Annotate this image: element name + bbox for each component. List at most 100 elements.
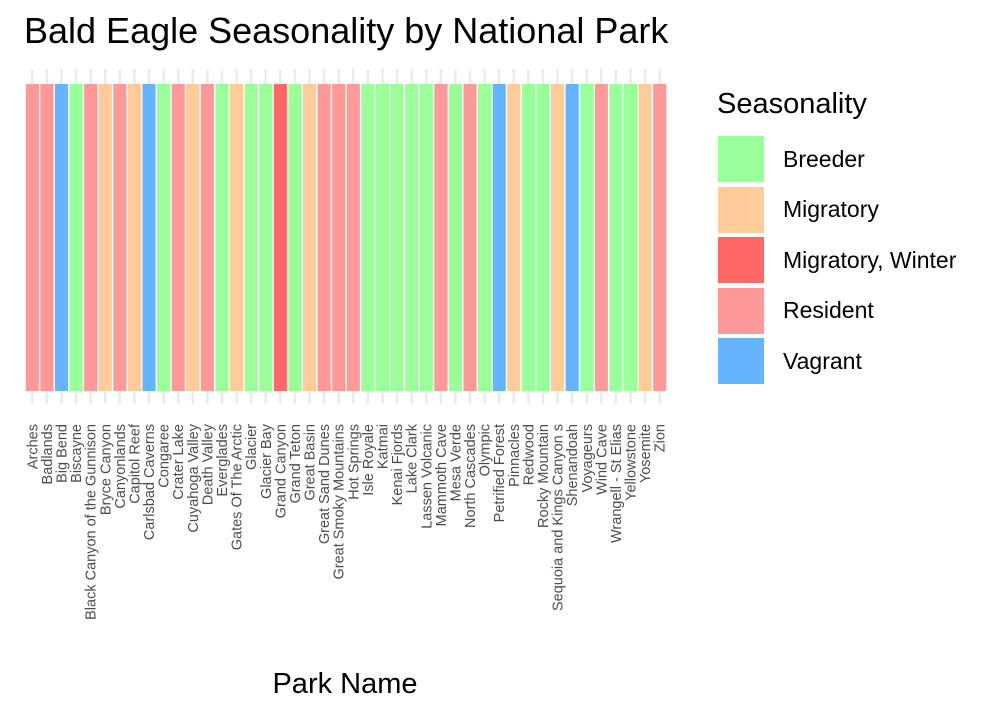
bar-cuyahoga-valley xyxy=(186,84,200,391)
bar-hot-springs xyxy=(346,84,360,391)
legend-label: Resident xyxy=(783,297,874,324)
x-tick-label: Death Valley xyxy=(200,423,216,505)
x-tick-label: Arches xyxy=(25,424,41,469)
x-axis-title: Park Name xyxy=(272,668,418,700)
x-tick-label: Lake Clark xyxy=(405,423,421,493)
bar-olympic xyxy=(478,84,492,391)
x-tick-label: Voyageurs xyxy=(580,424,596,493)
bar-shenandoah xyxy=(565,84,579,391)
legend-item: Resident xyxy=(717,286,956,337)
x-tick-label: Bryce Canyon xyxy=(98,424,114,515)
bar-bryce-canyon xyxy=(98,84,112,391)
x-tick-label: Kenai Fjords xyxy=(390,424,406,505)
legend-swatch xyxy=(717,135,765,184)
x-tick-label: Biscayne xyxy=(69,424,85,483)
x-tick-label: Crater Lake xyxy=(171,424,187,500)
x-tick-label: Great Sand Dunes xyxy=(317,424,333,544)
bar-carlsbad-caverns xyxy=(142,84,156,391)
legend: Seasonality Breeder Migratory Migratory, W… xyxy=(717,86,956,387)
x-tick-label: Redwood xyxy=(521,424,537,485)
bar-mesa-verde xyxy=(448,84,462,391)
x-tick-label: Carlsbad Caverns xyxy=(142,424,158,540)
bar-zion xyxy=(653,84,667,391)
bar-glacier-bay xyxy=(259,84,273,391)
x-tick-label: Canyonlands xyxy=(113,424,129,509)
x-tick-label: Glacier xyxy=(244,424,260,470)
x-tick-label: Everglades xyxy=(215,424,231,497)
bar-glacier xyxy=(244,84,258,391)
bar-great-smoky-mountains xyxy=(332,84,346,391)
x-tick-label: Mesa Verde xyxy=(448,424,464,501)
bar-crater-lake xyxy=(171,84,185,391)
legend-title: Seasonality xyxy=(717,88,867,120)
legend-label: Migratory xyxy=(783,196,879,223)
legend-item: Migratory xyxy=(717,185,956,236)
bar-lassen-volcanic xyxy=(419,84,433,391)
x-tick-label: Yosemite xyxy=(638,424,654,483)
x-tick-label: Pinnacles xyxy=(507,424,523,487)
x-tick-label: Badlands xyxy=(40,424,56,484)
x-tick-label: North Cascades xyxy=(463,424,479,528)
x-tick-label: Sequoia and Kings Canyon s xyxy=(551,424,567,611)
bar-rocky-mountain xyxy=(536,84,550,391)
x-tick-label: Lassen Volcanic xyxy=(419,424,435,529)
bar-arches xyxy=(25,84,39,391)
x-tick-label: Cuyahoga Valley xyxy=(186,423,202,532)
legend-label: Migratory, Winter xyxy=(783,246,957,273)
legend-item: Vagrant xyxy=(717,336,956,387)
bar-black-canyon-of-the-gunnison xyxy=(84,84,98,391)
x-tick-label: Isle Royale xyxy=(361,424,377,496)
x-tick-label: Black Canyon of the Gunnison xyxy=(84,424,100,620)
legend-swatch xyxy=(717,185,765,234)
bar-voyageurs xyxy=(580,84,594,391)
x-tick-label: Katmai xyxy=(375,424,391,469)
x-tick-label: Mammoth Cave xyxy=(434,424,450,526)
legend-item: Breeder xyxy=(717,134,956,185)
bar-great-basin xyxy=(302,84,317,391)
x-tick-label: Grand Teton xyxy=(288,424,304,504)
legend-label: Breeder xyxy=(783,145,865,172)
x-tick-label: Great Basin xyxy=(303,424,319,501)
bar-canyonlands xyxy=(113,84,127,391)
x-tick-label: Yellowstone xyxy=(624,424,640,501)
x-tick-label: Glacier Bay xyxy=(259,423,275,499)
bar-kenai-fjords xyxy=(390,84,404,391)
x-tick-label: Grand Canyon xyxy=(273,424,289,518)
x-tick-label: Shenandoah xyxy=(565,424,581,506)
bar-yellowstone xyxy=(623,84,638,391)
bar-capitol-reef xyxy=(127,84,141,391)
bar-gates-of-the-arctic xyxy=(230,84,244,391)
bar-wind-cave xyxy=(594,84,608,391)
x-tick-label: Rocky Mountain xyxy=(536,424,552,528)
bar-sequoia-and-kings-canyon-s xyxy=(551,84,565,391)
bar-katmai xyxy=(375,84,390,391)
x-tick-label: Wrangell - St Elias xyxy=(609,424,625,543)
bar-yosemite xyxy=(638,84,652,391)
bar-redwood xyxy=(521,84,535,391)
bar-badlands xyxy=(40,84,54,391)
x-tick-label: Olympic xyxy=(478,424,494,476)
bar-biscayne xyxy=(69,84,83,391)
x-tick-label: Hot Springs xyxy=(346,424,362,500)
chart-title: Bald Eagle Seasonality by National Park xyxy=(24,10,669,51)
bar-pinnacles xyxy=(507,84,521,391)
x-tick-label: Great Smoky Mountains xyxy=(332,424,348,580)
bar-wrangell-st-elias xyxy=(609,84,623,391)
bar-petrified-forest xyxy=(492,84,506,391)
bar-lake-clark xyxy=(405,84,419,391)
bar-mammoth-cave xyxy=(434,84,448,391)
bar-congaree xyxy=(157,84,171,391)
bar-big-bend xyxy=(54,84,69,391)
legend-swatch xyxy=(717,337,765,386)
legend-label: Vagrant xyxy=(783,347,862,374)
bar-grand-teton xyxy=(288,84,302,391)
bar-death-valley xyxy=(200,84,214,391)
legend-swatch xyxy=(717,286,765,335)
bar-isle-royale xyxy=(361,84,375,391)
x-tick-label: Gates Of The Arctic xyxy=(230,424,246,550)
legend-swatch xyxy=(717,236,765,285)
bar-north-cascades xyxy=(463,84,477,391)
bar-everglades xyxy=(215,84,229,391)
